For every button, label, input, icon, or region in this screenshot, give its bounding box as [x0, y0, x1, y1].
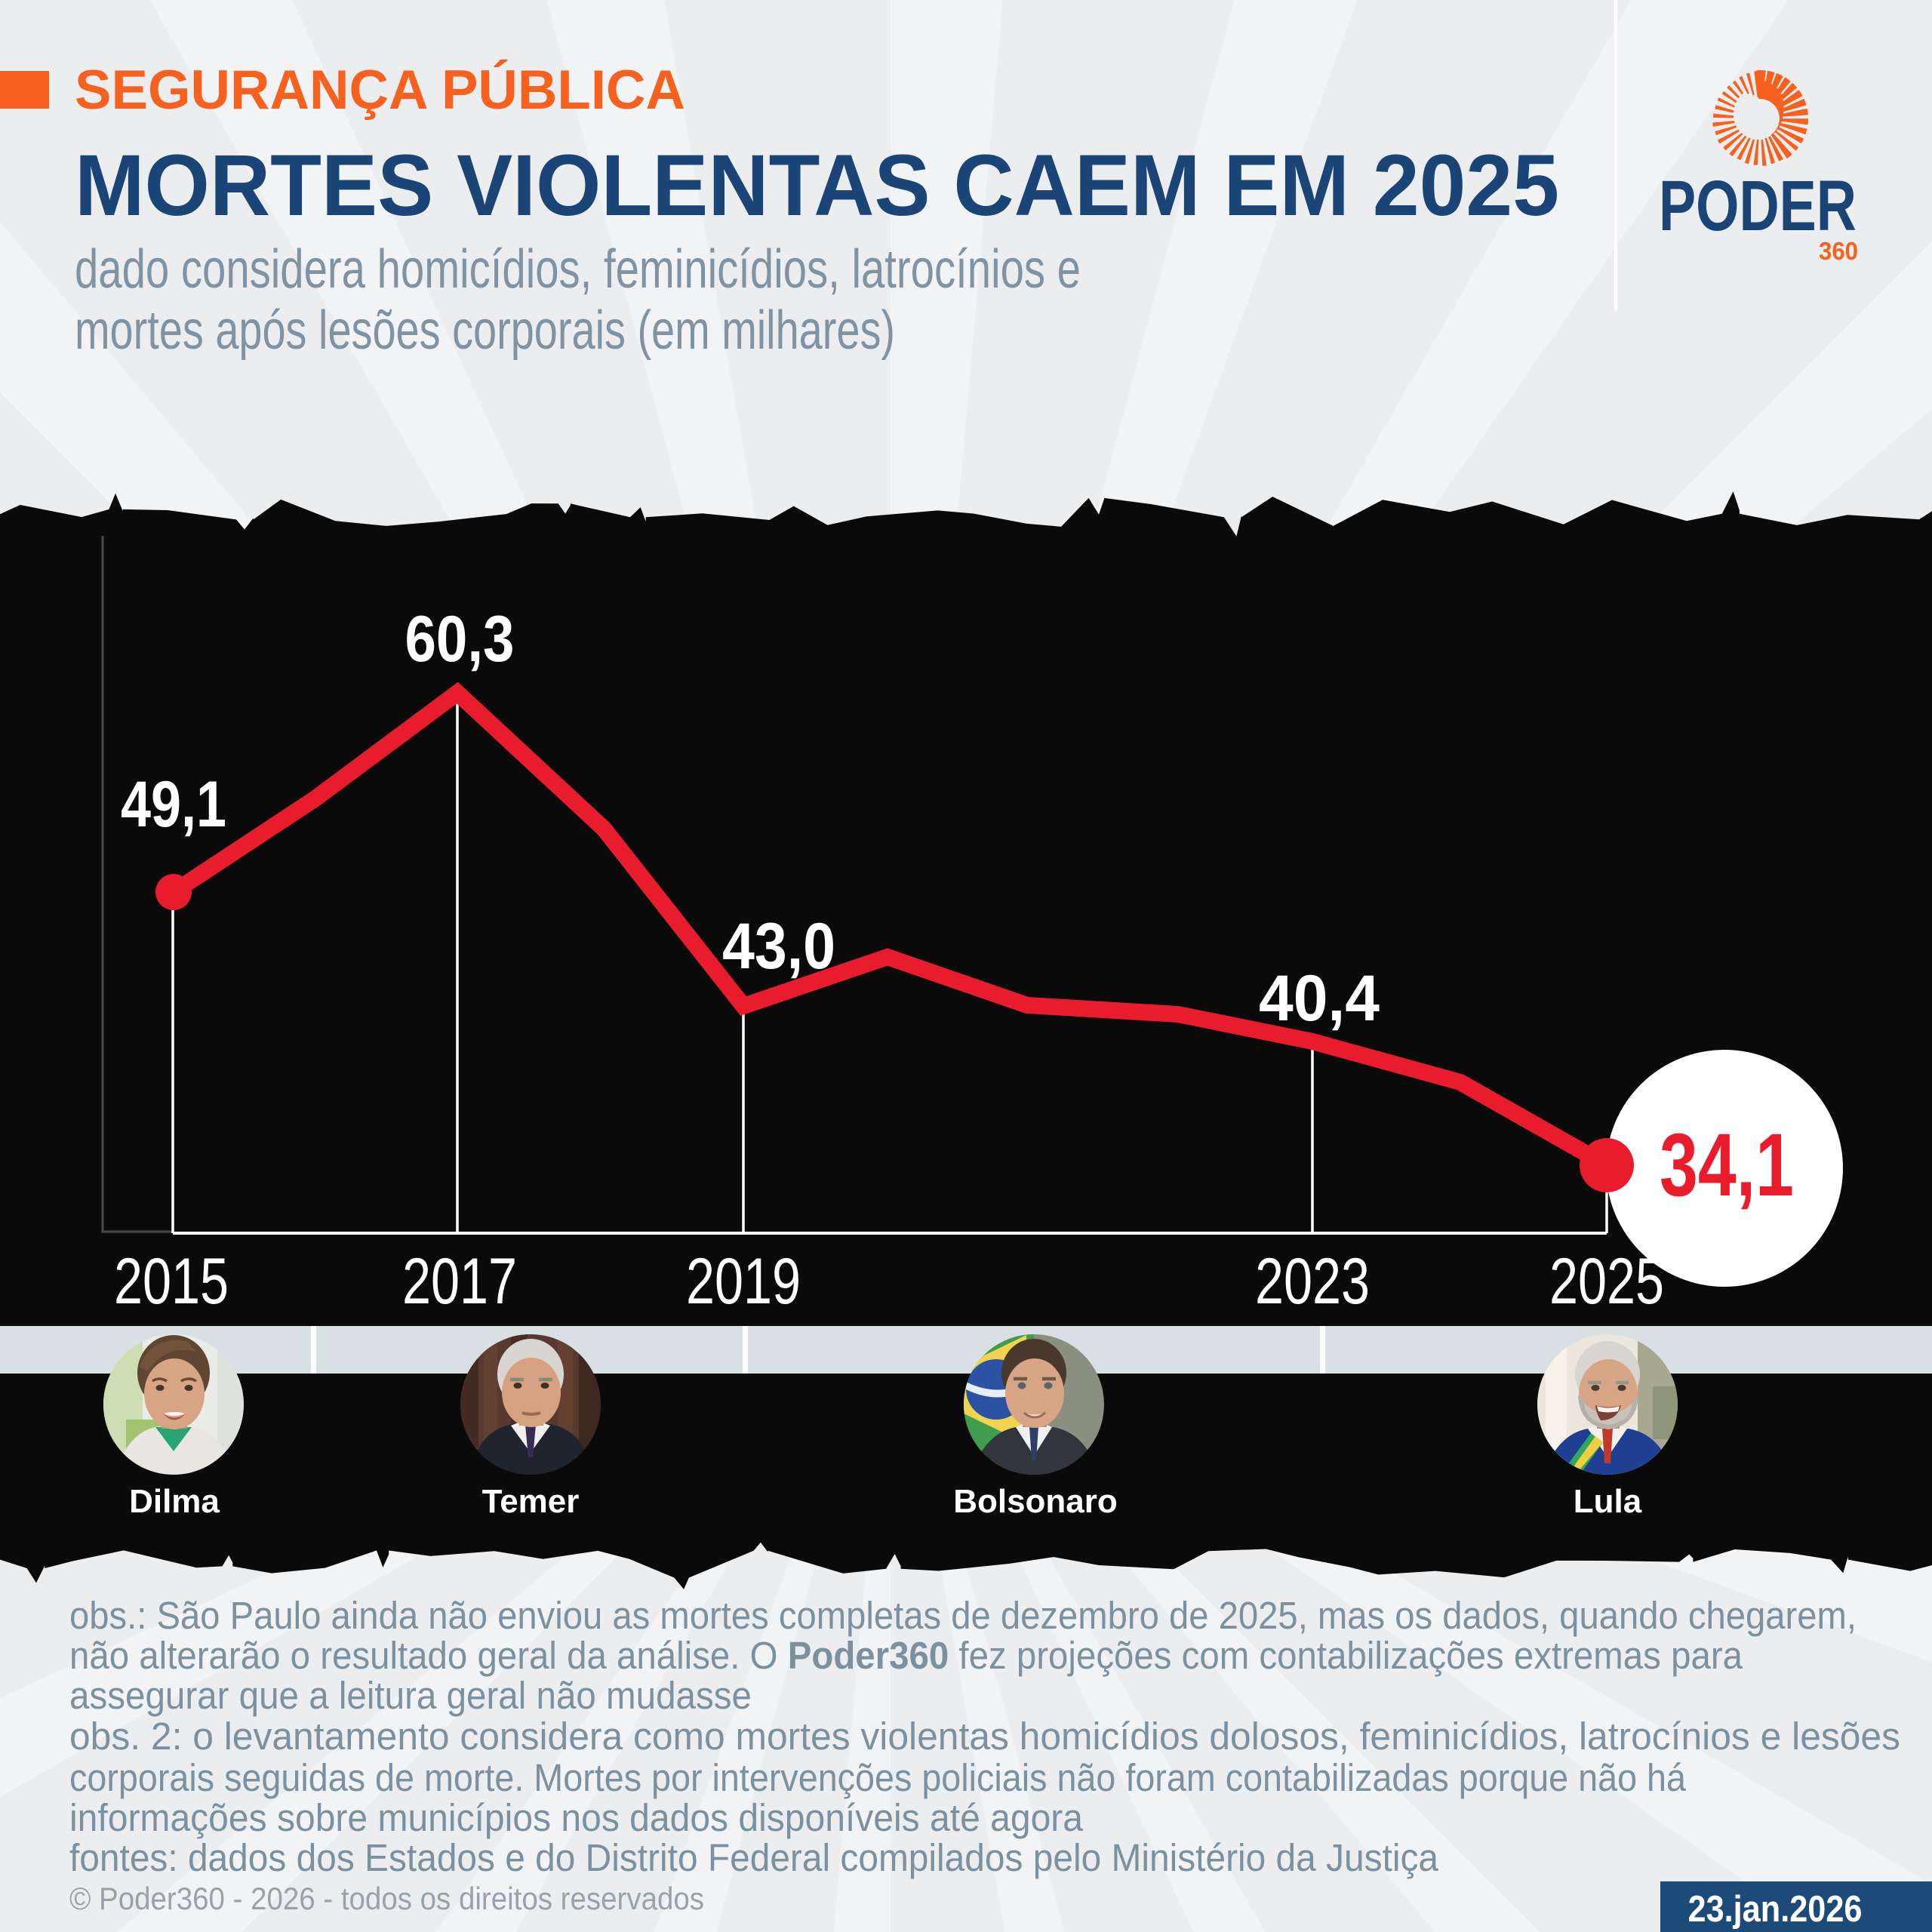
svg-text:Dilma: Dilma: [129, 1483, 220, 1520]
svg-text:2015: 2015: [114, 1245, 229, 1318]
svg-text:2017: 2017: [402, 1245, 517, 1318]
svg-text:obs. 2: o levantamento conside: obs. 2: o levantamento considera como mo…: [69, 1715, 1900, 1758]
svg-text:© Poder360 - 2026 - todos os d: © Poder360 - 2026 - todos os direitos re…: [69, 1881, 704, 1916]
svg-text:não alterarão o resultado gera: não alterarão o resultado geral da análi…: [69, 1634, 1743, 1677]
svg-text:SEGURANÇA PÚBLICA: SEGURANÇA PÚBLICA: [75, 60, 685, 121]
svg-text:Lula: Lula: [1574, 1483, 1642, 1520]
svg-text:2025: 2025: [1549, 1245, 1664, 1318]
svg-text:assegurar que a leitura geral: assegurar que a leitura geral não mudass…: [69, 1674, 752, 1717]
svg-text:obs.: São Paulo ainda não envi: obs.: São Paulo ainda não enviou as mort…: [69, 1594, 1857, 1637]
svg-text:360: 360: [1819, 237, 1858, 265]
svg-text:corporais seguidas de morte. M: corporais seguidas de morte. Mortes por …: [69, 1756, 1687, 1799]
svg-text:2019: 2019: [686, 1245, 801, 1318]
svg-text:49,1: 49,1: [121, 768, 226, 841]
svg-text:PODER: PODER: [1659, 166, 1857, 246]
svg-text:60,3: 60,3: [405, 603, 515, 675]
svg-text:23.jan.2026: 23.jan.2026: [1688, 1889, 1863, 1930]
svg-text:informações sobre municípios n: informações sobre municípios nos dados d…: [69, 1796, 1084, 1839]
svg-text:Bolsonaro: Bolsonaro: [953, 1483, 1118, 1520]
svg-text:43,0: 43,0: [722, 910, 835, 983]
svg-text:40,4: 40,4: [1259, 962, 1380, 1035]
svg-text:fontes: dados dos Estados e do: fontes: dados dos Estados e do Distrito …: [69, 1836, 1439, 1879]
svg-text:2023: 2023: [1255, 1245, 1370, 1318]
svg-text:Temer: Temer: [482, 1483, 580, 1520]
svg-text:mortes após lesões corporais (: mortes após lesões corporais (em milhare…: [75, 300, 895, 361]
svg-text:dado considera homicídios, fem: dado considera homicídios, feminicídios,…: [75, 239, 1081, 300]
svg-text:MORTES VIOLENTAS CAEM EM 2025: MORTES VIOLENTAS CAEM EM 2025: [75, 137, 1559, 234]
svg-text:34,1: 34,1: [1660, 1115, 1794, 1215]
